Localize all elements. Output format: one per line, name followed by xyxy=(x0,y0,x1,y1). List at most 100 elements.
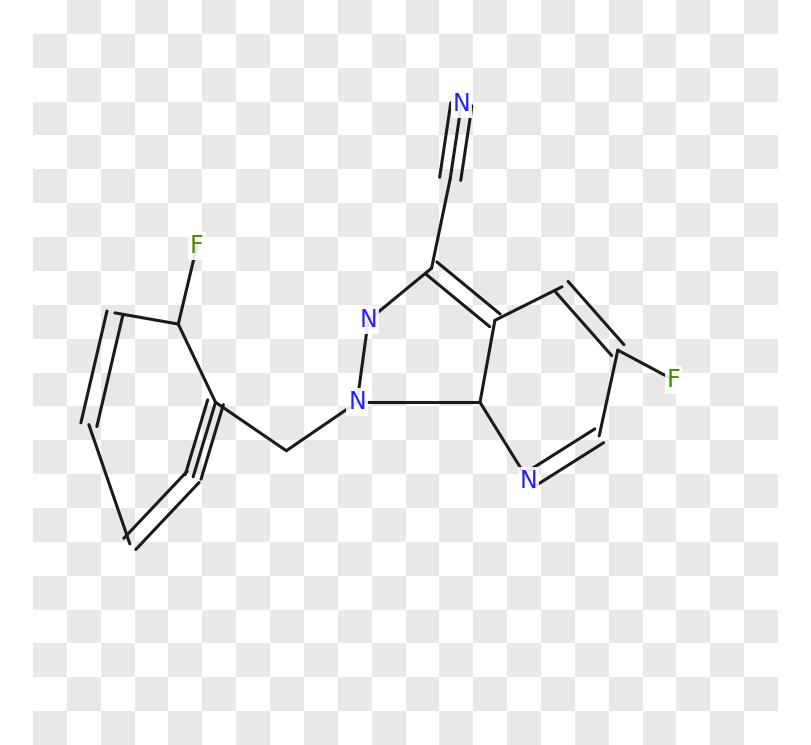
Text: N: N xyxy=(520,469,538,492)
Bar xyxy=(507,101,541,136)
Bar xyxy=(236,305,270,339)
Bar xyxy=(304,508,337,542)
Bar xyxy=(337,609,371,644)
Bar xyxy=(474,136,507,169)
Bar xyxy=(440,237,474,271)
Bar xyxy=(440,34,474,68)
Text: N: N xyxy=(359,308,377,332)
Bar xyxy=(304,644,337,677)
Bar xyxy=(101,508,135,542)
Bar xyxy=(371,440,406,474)
Bar xyxy=(440,169,474,203)
Bar xyxy=(406,68,440,101)
Bar xyxy=(304,711,337,745)
Bar xyxy=(135,271,169,305)
Bar xyxy=(135,609,169,644)
Text: F: F xyxy=(667,368,680,392)
Bar xyxy=(710,237,744,271)
Bar xyxy=(710,508,744,542)
Bar xyxy=(371,372,406,406)
Bar xyxy=(371,169,406,203)
Bar xyxy=(710,372,744,406)
Bar xyxy=(474,271,507,305)
Bar xyxy=(541,339,575,372)
Bar xyxy=(371,508,406,542)
Bar xyxy=(744,542,778,576)
Bar xyxy=(744,203,778,237)
Bar xyxy=(710,644,744,677)
Bar xyxy=(541,406,575,440)
Bar xyxy=(507,169,541,203)
Bar xyxy=(642,237,676,271)
Bar xyxy=(337,136,371,169)
Bar xyxy=(609,339,642,372)
Bar xyxy=(304,576,337,609)
Bar xyxy=(744,271,778,305)
Bar xyxy=(541,136,575,169)
Bar xyxy=(236,576,270,609)
Bar xyxy=(67,542,101,576)
Bar xyxy=(406,339,440,372)
Bar xyxy=(169,237,202,271)
Bar xyxy=(371,101,406,136)
Bar xyxy=(101,440,135,474)
Bar xyxy=(371,305,406,339)
Bar xyxy=(236,237,270,271)
Bar xyxy=(101,305,135,339)
Bar xyxy=(541,474,575,508)
Bar xyxy=(642,440,676,474)
Bar xyxy=(406,542,440,576)
Bar xyxy=(304,169,337,203)
Bar xyxy=(575,237,609,271)
Bar xyxy=(744,609,778,644)
Bar xyxy=(67,203,101,237)
Bar xyxy=(474,0,507,34)
Bar xyxy=(67,136,101,169)
Bar xyxy=(101,34,135,68)
Bar xyxy=(236,34,270,68)
Bar xyxy=(337,203,371,237)
Bar xyxy=(101,169,135,203)
Bar xyxy=(67,339,101,372)
Bar xyxy=(507,711,541,745)
Bar xyxy=(676,136,710,169)
Bar xyxy=(33,644,67,677)
Bar xyxy=(337,677,371,711)
Bar xyxy=(33,237,67,271)
Bar xyxy=(406,0,440,34)
Bar xyxy=(371,711,406,745)
Bar xyxy=(609,677,642,711)
Bar xyxy=(676,203,710,237)
Bar xyxy=(474,406,507,440)
Bar xyxy=(541,271,575,305)
Bar xyxy=(609,542,642,576)
Bar xyxy=(507,34,541,68)
Bar xyxy=(101,711,135,745)
Bar xyxy=(642,644,676,677)
Bar xyxy=(67,0,101,34)
Bar xyxy=(33,34,67,68)
Bar xyxy=(202,339,236,372)
Bar xyxy=(440,101,474,136)
Bar xyxy=(676,339,710,372)
Bar xyxy=(507,508,541,542)
Text: F: F xyxy=(190,234,204,258)
Bar xyxy=(440,711,474,745)
Bar xyxy=(169,644,202,677)
Bar xyxy=(135,677,169,711)
Bar xyxy=(169,508,202,542)
Bar xyxy=(67,68,101,101)
Bar xyxy=(474,542,507,576)
Bar xyxy=(474,68,507,101)
Bar xyxy=(337,474,371,508)
Bar xyxy=(202,609,236,644)
Bar xyxy=(507,305,541,339)
Bar xyxy=(236,101,270,136)
Bar xyxy=(33,508,67,542)
Bar xyxy=(710,711,744,745)
Bar xyxy=(575,576,609,609)
Bar xyxy=(202,0,236,34)
Bar xyxy=(135,474,169,508)
Bar xyxy=(474,203,507,237)
Bar xyxy=(609,271,642,305)
